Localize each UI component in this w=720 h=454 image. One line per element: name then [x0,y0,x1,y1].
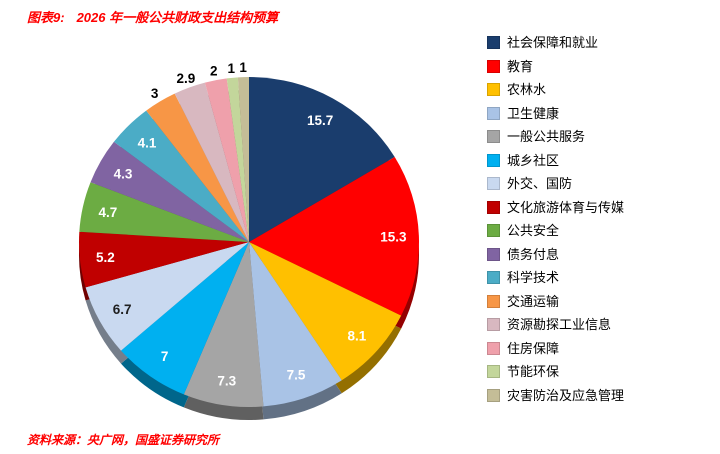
legend-swatch-icon [487,130,500,143]
legend-swatch-icon [487,294,500,308]
pie-slice-10 [113,110,249,242]
pie-value-label-15: 1 [239,60,247,75]
source-note: 资料来源：央广网，国盛证券研究所 [27,431,219,448]
legend-item-7: 文化旅游体育与传媒 [487,199,625,215]
legend-item-4: 一般公共服务 [487,130,624,143]
pie-slice-15 [237,77,249,242]
pie-slice-12 [174,82,249,242]
legend-swatch-icon [487,83,500,96]
pie-slice-2 [249,242,402,381]
legend-swatch-icon [487,153,500,167]
pie-value-label-4: 7.3 [217,374,236,389]
pie-slice-8 [79,182,249,242]
legend-label: 节能环保 [507,364,560,379]
pie-slice-7 [79,231,250,288]
pie-slice-3 [249,242,342,407]
legend-swatch-icon [487,341,500,355]
source-label: 资料来源： [27,433,88,447]
legend-label: 城乡社区 [507,152,560,168]
legend-item-11: 交通运输 [487,293,624,309]
pie-value-label-7: 5.2 [96,250,115,265]
legend-swatch-icon [487,200,500,214]
legend-label: 一般公共服务 [507,129,586,144]
legend-label: 农林水 [507,82,547,97]
legend-label: 文化旅游体育与传媒 [507,199,625,215]
legend-swatch-icon [487,388,500,402]
legend-label: 交通运输 [507,293,560,309]
legend-item-5: 城乡社区 [487,152,624,168]
legend-label: 债务付息 [507,246,560,262]
pie-slice-0 [249,77,395,242]
legend-label: 教育 [507,58,534,74]
legend-swatch-icon [487,36,500,49]
legend-label: 住房保障 [507,340,560,356]
pie-value-label-5: 7 [161,349,169,364]
legend-item-12: 资源勘探工业信息 [487,318,624,331]
legend-item-6: 外交、国防 [487,177,624,190]
pie-value-label-10: 4.1 [138,136,157,151]
legend-swatch-icon [487,318,500,331]
legend-item-9: 债务付息 [487,246,624,262]
chart-title-text: 2026 年一般公共财政支出结构预算 [76,10,279,25]
pie-value-label-9: 4.3 [114,166,133,181]
chart-legend: 社会保障和就业 教育农林水卫生健康一般公共服务 城乡社区外交、国防文化旅游体育与传媒… [487,36,624,402]
legend-swatch-icon [487,224,500,237]
legend-item-13: 住房保障 [487,340,624,356]
legend-item-3: 卫生健康 [487,105,624,121]
pie-value-label-3: 7.5 [287,368,306,383]
legend-item-2: 农林水 [487,83,624,96]
legend-label: 卫生健康 [507,105,560,121]
legend-label: 社会保障和就业 [507,35,599,50]
legend-swatch-icon [487,106,500,120]
legend-item-8: 公共安全 [487,224,624,237]
chart-title-tag: 图表9: [27,10,65,25]
pie-slice-13 [204,78,249,243]
legend-swatch-icon [487,247,500,261]
pie-value-label-2: 8.1 [347,328,366,343]
pie-slice-4 [183,242,264,407]
pie-slice-5 [120,242,249,395]
pie-value-label-13: 2 [210,63,218,78]
pie-value-label-8: 4.7 [98,205,117,220]
legend-item-14: 节能环保 [487,365,624,378]
legend-swatch-icon [487,271,500,284]
pie-value-label-14: 1 [228,61,236,76]
legend-label: 资源勘探工业信息 [507,317,612,332]
pie-value-label-1: 15.3 [380,229,407,244]
legend-label: 科学技术 [507,270,560,285]
pie-slice-14 [226,77,249,242]
legend-item-15: 灾害防治及应急管理 [487,387,625,403]
pie-value-label-6: 6.7 [113,302,132,317]
pie-value-label-11: 3 [151,86,159,101]
legend-swatch-icon [487,177,500,190]
pie-value-label-12: 2.9 [177,71,196,86]
chart-title: 图表9: 2026 年一般公共财政支出结构预算 [27,7,278,26]
pie-slice-1 [249,157,419,316]
legend-item-0: 社会保障和就业 [487,36,624,49]
legend-label: 灾害防治及应急管理 [507,387,625,403]
pie-slice-9 [90,141,249,242]
legend-label: 外交、国防 [507,176,573,191]
legend-swatch-icon [487,365,500,378]
legend-swatch-icon [487,59,500,73]
pie-slice-6 [85,242,249,351]
legend-item-10: 科学技术 [487,271,624,284]
pie-slice-11 [146,93,249,242]
legend-item-1: 教育 [487,58,624,74]
pie-value-label-0: 15.7 [307,113,333,128]
legend-label: 公共安全 [507,223,560,238]
source-text: 央广网，国盛证券研究所 [87,433,220,447]
